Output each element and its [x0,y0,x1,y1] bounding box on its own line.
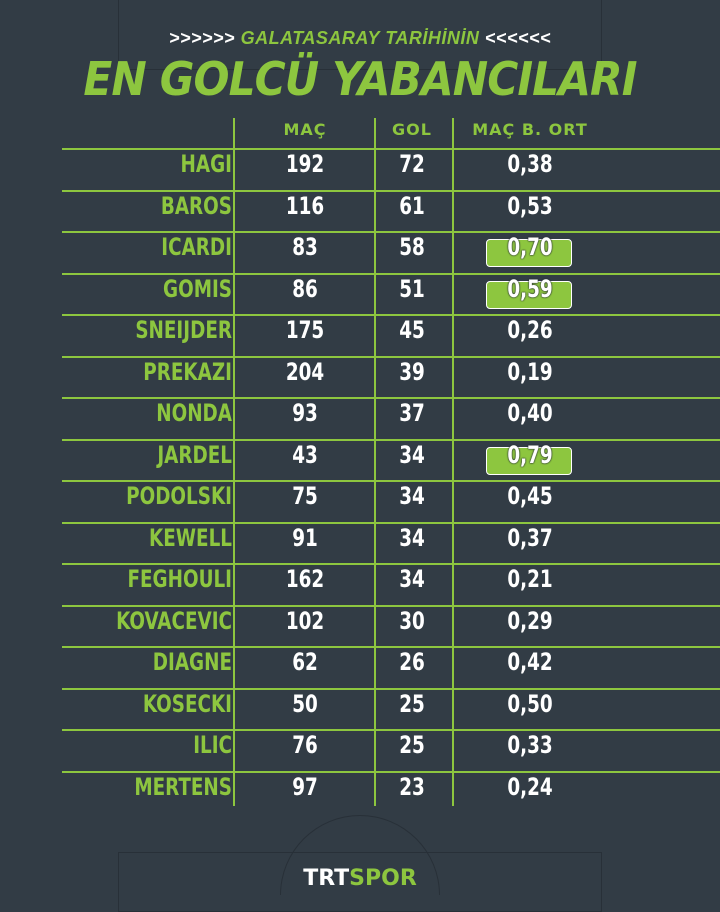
trtspor-logo: TRTSPOR [0,866,720,891]
column-divider [452,118,454,806]
ort-value: 0,53 [507,191,553,220]
gol-value: 51 [399,274,425,303]
player-name: PREKAZI [143,357,232,386]
pitch-box-top [118,0,602,70]
gol-value: 72 [399,150,425,178]
mac-value: 91 [292,523,318,552]
table-row: DIAGNE 62 26 0,42 [62,646,720,688]
player-name: NONDA [156,399,232,427]
mac-value: 83 [292,233,318,261]
ort-value: 0,21 [507,565,553,593]
player-name: SNEIJDER [135,316,232,344]
ort-value: 0,79 [507,440,553,469]
page-title: EN GOLCÜ YABANCILARI [83,52,637,106]
column-header-ort: MAÇ B. ORT [472,120,588,139]
column-divider [233,118,235,806]
gol-value: 58 [399,233,425,261]
gol-value: 26 [399,648,425,676]
column-header-mac: MAÇ [283,120,327,139]
subtitle-text: GALATASARAY TARİHİNİN [240,28,480,48]
player-name: KOVACEVIC [116,606,232,635]
table-row: JARDEL 43 34 0,79 [62,438,720,481]
mac-value: 204 [285,357,325,386]
player-name: ICARDI [161,233,232,261]
gol-value: 30 [399,606,425,635]
ort-value: 0,59 [507,274,553,303]
mac-value: 43 [292,440,318,469]
player-name: FEGHOULI [127,565,232,593]
gol-value: 39 [399,357,425,386]
ort-value: 0,45 [507,482,553,510]
table-row: FEGHOULI 162 34 0,21 [62,563,720,605]
mac-value: 97 [292,772,318,801]
gol-value: 34 [399,440,425,469]
player-name: KOSECKI [142,689,232,718]
ort-value: 0,38 [507,150,553,178]
ort-value: 0,50 [507,689,553,718]
player-name: KEWELL [149,523,232,552]
highlight-box [486,446,572,475]
mac-value: 86 [292,274,318,303]
highlight-box [486,239,572,267]
table-row: ILIC 76 25 0,33 [62,729,720,771]
arrows-right: <<<<<< [484,28,551,48]
gol-value: 37 [399,399,425,427]
gol-value: 34 [399,565,425,593]
player-name: JARDEL [157,440,232,469]
table-row: ICARDI 83 58 0,70 [62,231,720,273]
mac-value: 62 [292,648,318,676]
table-row: KEWELL 91 34 0,37 [62,521,720,564]
ort-value: 0,70 [507,233,553,261]
ort-value: 0,29 [507,606,553,635]
ort-value: 0,40 [507,399,553,427]
logo-trt: TRT [303,866,350,891]
player-name: PODOLSKI [126,482,232,510]
highlight-box [486,280,572,309]
gol-value: 25 [399,731,425,759]
ort-value: 0,26 [507,316,553,344]
gol-value: 61 [399,191,425,220]
ort-value: 0,37 [507,523,553,552]
gol-value: 34 [399,482,425,510]
column-divider [374,118,376,806]
table-row: GOMIS 86 51 0,59 [62,272,720,315]
mac-value: 75 [292,482,318,510]
player-name: MERTENS [134,772,232,801]
gol-value: 45 [399,316,425,344]
ort-value: 0,19 [507,357,553,386]
mac-value: 50 [292,689,318,718]
mac-value: 116 [285,191,325,220]
player-name: GOMIS [163,274,232,303]
table-row: PODOLSKI 75 34 0,45 [62,480,720,522]
table-row: KOVACEVIC 102 30 0,29 [62,604,720,647]
player-name: BAROS [160,191,232,220]
logo-spor: SPOR [349,866,417,891]
ort-value: 0,24 [507,772,553,801]
table-row: HAGI 192 72 0,38 [62,148,720,190]
player-name: ILIC [193,731,232,759]
player-name: DIAGNE [152,648,232,676]
column-header-gol: GOL [392,120,432,139]
mac-value: 175 [285,316,325,344]
mac-value: 76 [292,731,318,759]
gol-value: 25 [399,689,425,718]
table-row: PREKAZI 204 39 0,19 [62,355,720,398]
table-row: BAROS 116 61 0,53 [62,189,720,232]
mac-value: 192 [285,150,325,178]
arrows-left: >>>>>> [168,28,236,48]
gol-value: 34 [399,523,425,552]
mac-value: 93 [292,399,318,427]
table-row: NONDA 93 37 0,40 [62,397,720,439]
player-name: HAGI [180,150,232,178]
ort-value: 0,42 [507,648,553,676]
ort-value: 0,33 [507,731,553,759]
mac-value: 102 [285,606,325,635]
table-row: SNEIJDER 175 45 0,26 [62,314,720,356]
mac-value: 162 [285,565,325,593]
table-row: KOSECKI 50 25 0,50 [62,687,720,730]
subtitle: >>>>>> GALATASARAY TARİHİNİN <<<<<< [0,28,720,49]
table-row: MERTENS 97 23 0,24 [62,770,720,813]
gol-value: 23 [399,772,425,801]
